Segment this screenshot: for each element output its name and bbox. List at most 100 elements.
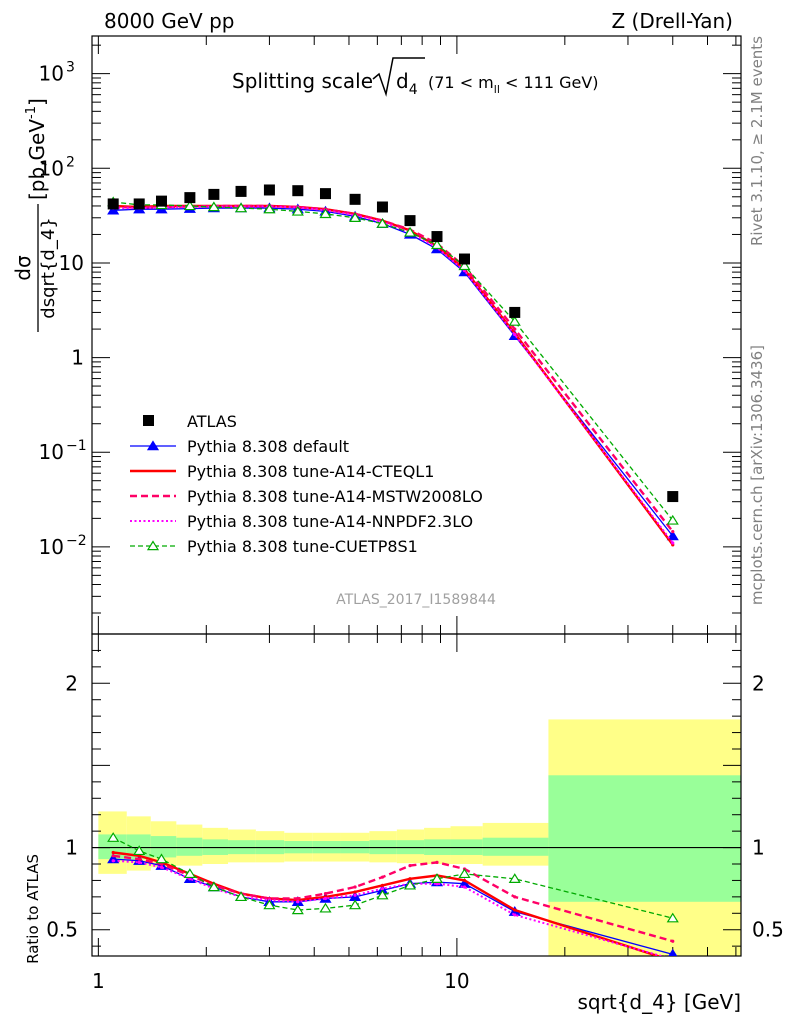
data-point: [155, 195, 167, 207]
series-point: [462, 878, 467, 883]
ratio-frame: [91, 633, 742, 957]
mcplots-label: mcplots.cern.ch [arXiv:1306.3436]: [748, 345, 766, 605]
series-point: [353, 890, 357, 894]
legend-label: Pythia 8.308 tune-A14-MSTW2008LO: [187, 487, 483, 506]
legend-marker: [146, 440, 160, 451]
ratio-y-tick-label: 0.5: [46, 918, 78, 942]
series-point: [353, 893, 357, 897]
ratio-band-inner: [150, 836, 177, 858]
ratio-y-tick-label: 1: [65, 836, 78, 860]
header-left: 8000 GeV pp: [104, 9, 235, 33]
series-point: [408, 864, 412, 868]
x-tick-label: 1: [92, 969, 105, 993]
data-point: [458, 253, 470, 265]
series-point: [107, 832, 120, 842]
ratio-band-inner: [548, 775, 741, 902]
series-point: [430, 239, 444, 250]
sqrt-sign: [372, 57, 425, 97]
series-point: [348, 212, 362, 222]
series-line: [113, 204, 674, 533]
series-point: [666, 514, 679, 525]
series-point: [513, 895, 517, 899]
ratio-band-inner: [482, 837, 549, 856]
series-line: [113, 201, 674, 521]
series-point: [671, 958, 674, 961]
series-point: [159, 865, 164, 869]
y-label-unit: [pb,GeV-1]: [24, 98, 49, 200]
main-y-label: dσ dsqrt{d_4} [pb,GeV-1]: [11, 98, 59, 332]
legend-marker: [146, 540, 160, 551]
series-point: [291, 904, 304, 915]
series-line: [113, 205, 674, 544]
data-point: [376, 201, 388, 213]
data-point: [263, 184, 275, 196]
series-point: [183, 868, 196, 879]
ratio-bands: [98, 719, 741, 956]
legend-label: Pythia 8.308 tune-A14-CTEQL1: [187, 462, 434, 481]
data-point: [208, 188, 220, 200]
series-point: [380, 875, 385, 879]
data-point: [184, 192, 196, 204]
series-point: [111, 859, 115, 863]
plot-title-range: (71 < mll < 111 GeV): [428, 73, 599, 96]
ratio-y-tick-label: 2: [65, 671, 78, 695]
series-point: [671, 939, 675, 943]
series-point: [513, 332, 517, 337]
data-point: [235, 185, 247, 197]
series-point: [137, 860, 141, 864]
series-point: [296, 896, 300, 901]
data-point: [431, 231, 443, 243]
data-point: [667, 491, 679, 503]
series-line: [113, 859, 665, 956]
series-line: [112, 837, 673, 919]
legend-label: Pythia 8.308 default: [187, 437, 349, 456]
series-point: [133, 845, 146, 856]
series-point: [462, 885, 467, 889]
plot-title-sqrt: d4: [396, 69, 418, 98]
ratio-y-tick-label: 0.5: [752, 918, 784, 942]
series-point: [403, 226, 417, 237]
series-line: [113, 207, 674, 537]
series-point: [323, 896, 328, 901]
series-point: [376, 218, 389, 228]
y-tick-label: 1: [71, 346, 84, 370]
ratio-band-inner: [176, 837, 203, 856]
plot-title: Splitting scale: [232, 69, 373, 93]
y-label-denominator: dsqrt{d_4}: [38, 217, 59, 318]
ratio-series: [107, 832, 679, 961]
series-point: [380, 887, 385, 891]
series-point: [671, 529, 675, 534]
y-tick-label: 10 −1: [39, 438, 87, 464]
data-point: [319, 188, 331, 200]
legend: ATLAS Pythia 8.308 default Pythia 8.308 tu…: [130, 412, 483, 556]
series-point: [666, 530, 679, 541]
series-point: [319, 902, 332, 913]
y-tick-label: 10: [59, 251, 84, 275]
series-point: [291, 205, 304, 216]
header-right: Z (Drell-Yan): [611, 9, 733, 33]
series-point: [234, 891, 248, 902]
series-point: [376, 889, 389, 900]
legend-marker: [143, 415, 154, 426]
series-point: [668, 948, 678, 956]
series-point: [155, 853, 168, 864]
series-point: [107, 204, 120, 215]
x-tick-label: 10: [444, 969, 469, 993]
analysis-watermark: ATLAS_2017_I1589844: [336, 592, 496, 608]
series-point: [671, 541, 675, 545]
legend-label: Pythia 8.308 tune-A14-NNPDF2.3LO: [187, 512, 473, 531]
series-point: [353, 885, 357, 889]
ratio-y-tick-label: 1: [752, 836, 765, 860]
series-point: [234, 202, 248, 213]
rivet-label: Rivet 3.1.10, ≥ 2.1M events: [748, 36, 766, 246]
series-point: [323, 891, 328, 896]
series-point: [435, 860, 439, 864]
series-line: [113, 851, 662, 956]
series-point: [458, 260, 471, 271]
series-point: [513, 913, 517, 917]
data-point: [349, 193, 361, 205]
x-axis-label: sqrt{d_4} [GeV]: [578, 990, 742, 1014]
series-point: [508, 873, 521, 883]
